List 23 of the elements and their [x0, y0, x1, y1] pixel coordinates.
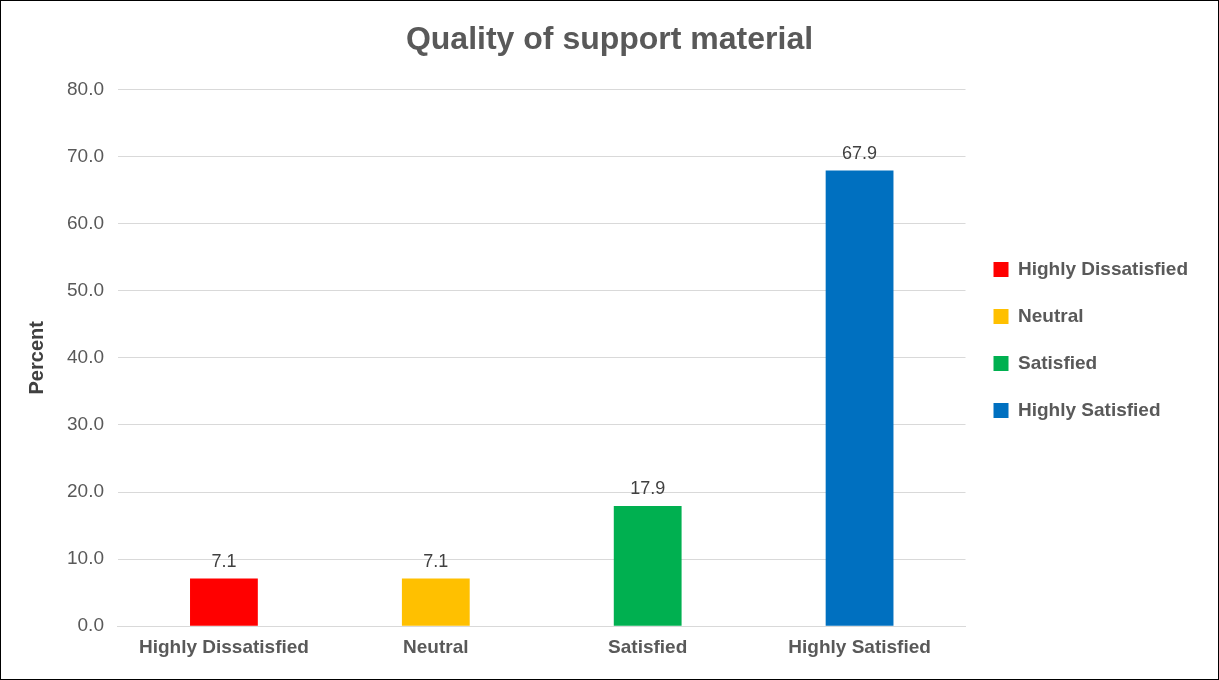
y-tick-label: 10.0: [67, 547, 104, 569]
y-tick-label: 40.0: [67, 346, 104, 368]
y-axis-title: Percent: [24, 320, 47, 395]
y-tick-label: 30.0: [67, 413, 104, 435]
data-label: 7.1: [423, 550, 449, 571]
x-tick-label: Highly Satisfied: [788, 635, 931, 657]
data-label: 17.9: [630, 478, 666, 499]
data-label: 7.1: [211, 550, 237, 571]
data-label: 67.9: [842, 142, 878, 163]
x-tick-label: Satisfied: [608, 635, 688, 657]
legend-label: Satisfied: [1018, 351, 1098, 373]
y-tick-label: 70.0: [67, 144, 104, 166]
y-tick-label: 20.0: [67, 480, 104, 502]
y-tick-label: 0.0: [77, 614, 104, 636]
y-tick-label: 80.0: [67, 77, 104, 99]
x-tick-label: Neutral: [403, 635, 469, 657]
chart-title: Quality of support material: [405, 20, 814, 57]
y-tick-label: 60.0: [67, 211, 104, 233]
legend-label: Highly Satisfied: [1018, 398, 1161, 420]
legend-label: Highly Dissatisfied: [1018, 257, 1189, 279]
legend-label: Neutral: [1018, 304, 1084, 326]
y-tick-label: 50.0: [67, 278, 104, 300]
x-tick-label: Highly Dissatisfied: [138, 635, 309, 657]
